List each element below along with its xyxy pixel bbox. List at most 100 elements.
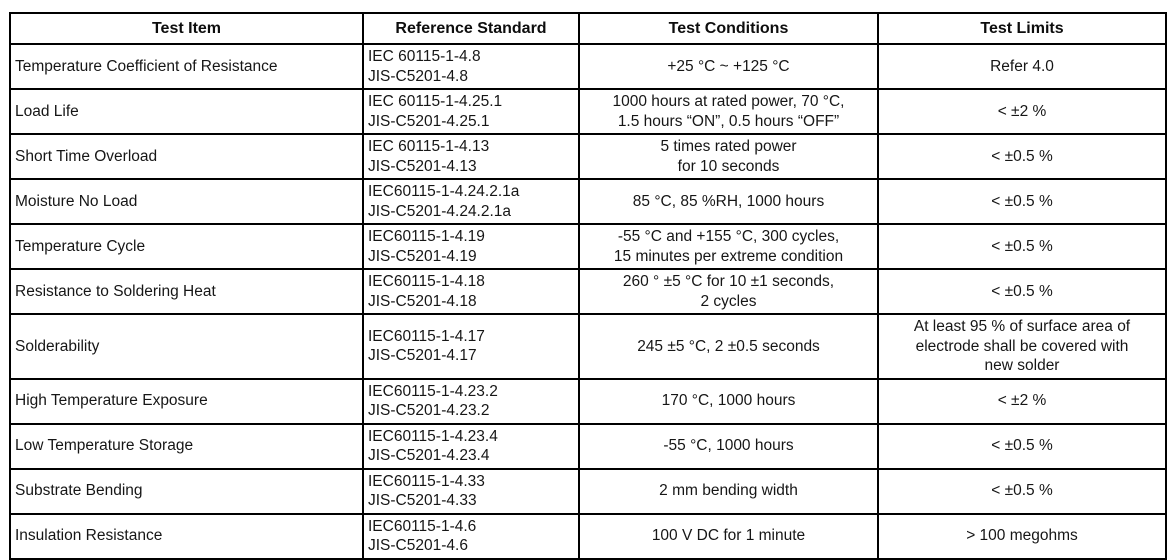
cell-line: IEC60115-1-4.17 bbox=[368, 327, 485, 345]
table-row: Substrate Bending IEC60115-1-4.33 JIS-C520… bbox=[9, 467, 1167, 515]
cell-line: JIS-C5201-4.8 bbox=[368, 67, 468, 85]
cell-line: Load Life bbox=[15, 102, 79, 120]
cell-line: JIS-C5201-4.19 bbox=[368, 247, 477, 265]
cell-line: IEC60115-1-4.6 bbox=[368, 517, 477, 535]
cell-line: IEC60115-1-4.24.2.1a bbox=[368, 183, 520, 200]
cell-test-item: Short Time Overload bbox=[9, 133, 364, 180]
cell-test-item: Low Temperature Storage bbox=[9, 422, 364, 470]
cell-test-limits: < ±0.5 % bbox=[877, 268, 1167, 315]
cell-line: < ±2 % bbox=[997, 102, 1047, 120]
cell-test-conditions: 85 °C, 85 %RH, 1000 hours bbox=[578, 178, 879, 225]
cell-test-item: Solderability bbox=[9, 313, 364, 380]
cell-line: 1.5 hours “ON”, 0.5 hours “OFF” bbox=[617, 112, 840, 130]
cell-line: IEC 60115-1-4.25.1 bbox=[368, 93, 503, 110]
cell-line: JIS-C5201-4.17 bbox=[368, 347, 477, 365]
cell-line: +25 °C ~ +125 °C bbox=[667, 57, 790, 75]
reliability-test-table: Test Item Reference Standard Test Condit… bbox=[9, 12, 1167, 560]
cell-line: JIS-C5201-4.24.2.1a bbox=[368, 202, 512, 220]
cell-line: -55 °C, 1000 hours bbox=[663, 437, 794, 455]
cell-line: IEC60115-1-4.19 bbox=[368, 228, 485, 245]
cell-line: < ±0.5 % bbox=[991, 282, 1053, 300]
cell-line: < ±0.5 % bbox=[991, 482, 1053, 500]
cell-line: IEC60115-1-4.23.2 bbox=[368, 382, 498, 400]
cell-line: new solder bbox=[984, 357, 1060, 374]
cell-line: JIS-C5201-4.23.4 bbox=[368, 447, 490, 464]
header-test-limits: Test Limits bbox=[877, 12, 1167, 45]
cell-test-limits: < ±0.5 % bbox=[877, 223, 1167, 270]
cell-line: JIS-C5201-4.25.1 bbox=[368, 112, 490, 130]
cell-reference-standard: IEC60115-1-4.23.4 JIS-C5201-4.23.4 bbox=[362, 422, 580, 470]
cell-line: JIS-C5201-4.13 bbox=[368, 157, 477, 175]
cell-line: Refer 4.0 bbox=[990, 57, 1054, 75]
cell-line: JIS-C5201-4.6 bbox=[368, 537, 468, 554]
table-row: Low Temperature Storage IEC60115-1-4.23.4… bbox=[9, 422, 1167, 470]
cell-test-limits: < ±0.5 % bbox=[877, 133, 1167, 180]
cell-line: < ±2 % bbox=[997, 392, 1047, 410]
cell-line: JIS-C5201-4.23.2 bbox=[368, 402, 490, 419]
cell-line: IEC 60115-1-4.8 bbox=[368, 48, 481, 65]
cell-test-conditions: 260 ° ±5 °C for 10 ±1 seconds, 2 cycles bbox=[578, 268, 879, 315]
cell-line: electrode shall be covered with bbox=[915, 337, 1129, 355]
cell-line: 260 ° ±5 °C for 10 ±1 seconds, bbox=[622, 273, 835, 290]
cell-test-item: Moisture No Load bbox=[9, 178, 364, 225]
cell-line: 245 ±5 °C, 2 ±0.5 seconds bbox=[637, 337, 820, 355]
cell-line: < ±0.5 % bbox=[991, 237, 1053, 255]
header-test-conditions: Test Conditions bbox=[578, 12, 879, 45]
cell-line: > 100 megohms bbox=[966, 527, 1078, 545]
cell-test-item: Temperature Coefficient of Resistance bbox=[9, 43, 364, 90]
table-header: Test Item Reference Standard Test Condit… bbox=[9, 12, 1167, 45]
table-body: Temperature Coefficient of Resistance IEC… bbox=[9, 43, 1167, 560]
header-row: Test Item Reference Standard Test Condit… bbox=[9, 12, 1167, 45]
table-row: Short Time Overload IEC 60115-1-4.13 JIS-C… bbox=[9, 133, 1167, 180]
cell-line: Solderability bbox=[15, 337, 100, 355]
cell-test-limits: Refer 4.0 bbox=[877, 43, 1167, 90]
cell-line: < ±0.5 % bbox=[991, 192, 1053, 210]
cell-reference-standard: IEC60115-1-4.17 JIS-C5201-4.17 bbox=[362, 313, 580, 380]
cell-test-item: Resistance to Soldering Heat bbox=[9, 268, 364, 315]
cell-test-item: Load Life bbox=[9, 88, 364, 135]
cell-reference-standard: IEC 60115-1-4.13 JIS-C5201-4.13 bbox=[362, 133, 580, 180]
cell-reference-standard: IEC60115-1-4.33 JIS-C5201-4.33 bbox=[362, 467, 580, 515]
cell-line: 170 °C, 1000 hours bbox=[661, 392, 796, 410]
table-row: Moisture No Load IEC60115-1-4.24.2.1a JIS-… bbox=[9, 178, 1167, 225]
table-row: Temperature Coefficient of Resistance IEC… bbox=[9, 43, 1167, 90]
table-row: Solderability IEC60115-1-4.17 JIS-C5201-4.… bbox=[9, 313, 1167, 380]
cell-test-limits: < ±0.5 % bbox=[877, 178, 1167, 225]
cell-line: 2 mm bending width bbox=[659, 482, 798, 500]
cell-line: Resistance to Soldering Heat bbox=[15, 282, 216, 300]
cell-line: JIS-C5201-4.33 bbox=[368, 492, 477, 509]
table-row: High Temperature Exposure IEC60115-1-4.23… bbox=[9, 377, 1167, 425]
cell-line: 5 times rated power bbox=[660, 138, 797, 155]
cell-line: 1000 hours at rated power, 70 °C, bbox=[612, 93, 845, 110]
cell-line: 2 cycles bbox=[700, 292, 757, 310]
cell-line: Temperature Cycle bbox=[15, 237, 146, 255]
cell-test-conditions: -55 °C, 1000 hours bbox=[578, 422, 879, 470]
cell-test-item: High Temperature Exposure bbox=[9, 377, 364, 425]
header-reference-standard: Reference Standard bbox=[362, 12, 580, 45]
cell-line: JIS-C5201-4.18 bbox=[368, 292, 477, 310]
cell-test-limits: < ±2 % bbox=[877, 88, 1167, 135]
cell-test-conditions: 5 times rated power for 10 seconds bbox=[578, 133, 879, 180]
cell-line: Insulation Resistance bbox=[15, 527, 163, 545]
cell-reference-standard: IEC60115-1-4.18 JIS-C5201-4.18 bbox=[362, 268, 580, 315]
cell-line: 85 °C, 85 %RH, 1000 hours bbox=[632, 192, 825, 210]
cell-line: < ±0.5 % bbox=[991, 437, 1053, 455]
cell-test-limits: < ±0.5 % bbox=[877, 467, 1167, 515]
cell-line: 100 V DC for 1 minute bbox=[651, 527, 806, 545]
cell-reference-standard: IEC60115-1-4.24.2.1a JIS-C5201-4.24.2.1a bbox=[362, 178, 580, 225]
header-test-item: Test Item bbox=[9, 12, 364, 45]
cell-line: IEC60115-1-4.18 bbox=[368, 273, 485, 290]
cell-line: < ±0.5 % bbox=[991, 147, 1053, 165]
cell-test-conditions: 245 ±5 °C, 2 ±0.5 seconds bbox=[578, 313, 879, 380]
cell-test-item: Temperature Cycle bbox=[9, 223, 364, 270]
cell-line: for 10 seconds bbox=[677, 157, 780, 175]
cell-line: High Temperature Exposure bbox=[15, 392, 208, 410]
cell-line: Moisture No Load bbox=[15, 192, 138, 210]
cell-test-conditions: 1000 hours at rated power, 70 °C, 1.5 hou… bbox=[578, 88, 879, 135]
table-row: Load Life IEC 60115-1-4.25.1 JIS-C5201-4.2… bbox=[9, 88, 1167, 135]
table-row: Temperature Cycle IEC60115-1-4.19 JIS-C520… bbox=[9, 223, 1167, 270]
cell-test-conditions: +25 °C ~ +125 °C bbox=[578, 43, 879, 90]
cell-line: -55 °C and +155 °C, 300 cycles, bbox=[617, 228, 840, 245]
cell-test-conditions: 2 mm bending width bbox=[578, 467, 879, 515]
